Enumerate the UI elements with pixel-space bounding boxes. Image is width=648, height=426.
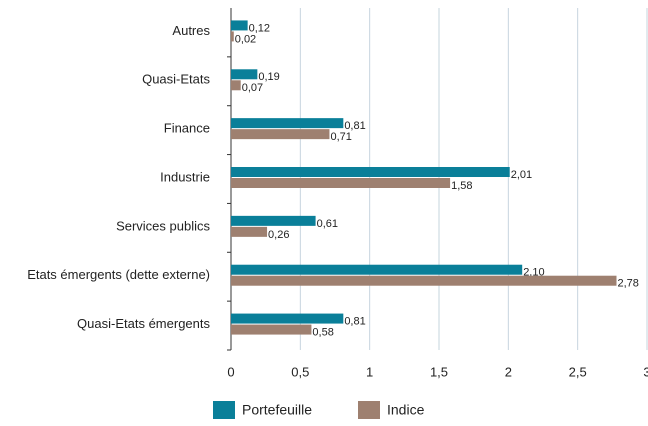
legend-swatch <box>213 401 235 419</box>
y-tick-label: Finance <box>164 121 210 136</box>
x-tick-label: 0 <box>227 364 234 379</box>
y-tick-label: Autres <box>172 23 210 38</box>
legend-label: Indice <box>387 402 425 418</box>
x-tick-label: 0,5 <box>291 364 309 379</box>
bar <box>231 31 234 42</box>
bar <box>231 324 312 335</box>
x-tick-label: 2 <box>505 364 512 379</box>
legend-swatch <box>358 401 380 419</box>
bar <box>231 178 451 188</box>
bar <box>231 129 330 140</box>
value-label: 0,71 <box>330 131 351 143</box>
value-label: 2,10 <box>523 267 544 279</box>
bar <box>231 313 344 324</box>
value-label: 2,78 <box>617 278 638 290</box>
y-tick-label: Quasi-Etats émergents <box>77 316 210 331</box>
y-tick-label: Etats émergents (dette externe) <box>27 267 210 282</box>
value-label: 0,26 <box>268 229 289 241</box>
bar <box>231 80 241 91</box>
x-tick-label: 1,5 <box>430 364 448 379</box>
y-tick-label: Quasi-Etats <box>142 72 210 87</box>
bar <box>231 167 510 177</box>
bar <box>231 215 316 226</box>
value-label: 0,19 <box>258 71 279 83</box>
value-label: 0,12 <box>249 22 270 34</box>
value-label: 0,02 <box>235 33 256 45</box>
y-tick-label: Services publics <box>116 218 210 233</box>
legend-label: Portefeuille <box>242 402 312 418</box>
bar <box>231 69 258 80</box>
x-tick-label: 2,5 <box>569 364 587 379</box>
x-tick-label: 3 <box>643 364 648 379</box>
value-label: 0,81 <box>344 120 365 132</box>
value-label: 0,81 <box>344 315 365 327</box>
x-tick-label: 1 <box>366 364 373 379</box>
bar <box>231 275 617 286</box>
bar <box>231 118 344 129</box>
value-label: 0,58 <box>312 326 333 338</box>
value-label: 0,61 <box>317 218 338 230</box>
bar <box>231 264 523 275</box>
value-label: 1,58 <box>451 180 472 192</box>
y-tick-label: Industrie <box>160 169 210 184</box>
value-label: 0,07 <box>242 82 263 94</box>
bar <box>231 226 268 237</box>
bar <box>231 20 248 31</box>
value-label: 2,01 <box>511 169 532 181</box>
